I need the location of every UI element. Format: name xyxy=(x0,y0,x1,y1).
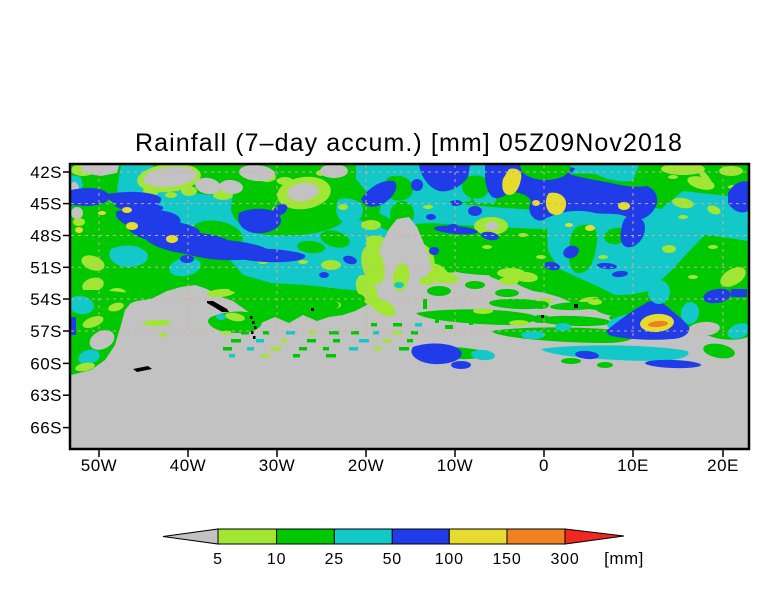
svg-text:60S: 60S xyxy=(30,354,62,373)
svg-text:20E: 20E xyxy=(707,456,739,475)
svg-text:30W: 30W xyxy=(259,456,295,475)
svg-text:48S: 48S xyxy=(30,227,62,246)
svg-text:50: 50 xyxy=(383,551,402,568)
svg-text:300: 300 xyxy=(550,551,579,568)
svg-text:40W: 40W xyxy=(170,456,206,475)
svg-text:42S: 42S xyxy=(30,163,62,182)
svg-text:51S: 51S xyxy=(30,258,62,277)
svg-text:45S: 45S xyxy=(30,195,62,214)
svg-text:50W: 50W xyxy=(81,456,117,475)
svg-text:10W: 10W xyxy=(437,456,473,475)
svg-text:66S: 66S xyxy=(30,419,62,438)
svg-text:25: 25 xyxy=(325,551,344,568)
svg-text:[mm]: [mm] xyxy=(604,549,644,568)
svg-text:63S: 63S xyxy=(30,386,62,405)
svg-text:150: 150 xyxy=(492,551,521,568)
svg-text:0: 0 xyxy=(539,456,549,475)
svg-text:100: 100 xyxy=(435,551,464,568)
svg-text:10: 10 xyxy=(267,551,286,568)
svg-text:57S: 57S xyxy=(30,322,62,341)
svg-text:54S: 54S xyxy=(30,290,62,309)
svg-text:20W: 20W xyxy=(348,456,384,475)
svg-text:Rainfall (7–day accum.) [mm] 0: Rainfall (7–day accum.) [mm] 05Z09Nov201… xyxy=(135,129,683,157)
svg-text:5: 5 xyxy=(213,551,223,568)
svg-text:10E: 10E xyxy=(617,456,649,475)
